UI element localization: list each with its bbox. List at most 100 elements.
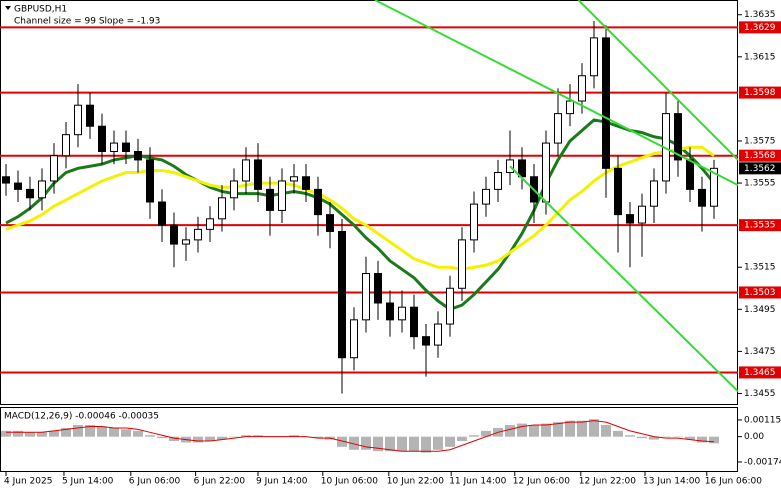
macd-bar: [97, 426, 107, 437]
level-label: 1.3535: [744, 221, 776, 231]
candle-body: [74, 104, 82, 136]
macd-y-tick-label: 0.00: [744, 432, 764, 442]
macd-frame: [0, 407, 738, 472]
candle-body: [206, 218, 214, 230]
macd-bar: [253, 435, 263, 437]
x-tick-label: 13 Jun 14:00: [643, 477, 700, 487]
macd-bar: [373, 436, 383, 452]
last-price-label: 1.3562: [744, 164, 776, 174]
y-tick-label: 1.3635: [744, 10, 776, 20]
macd-bar: [445, 436, 455, 447]
y-tick-label: 1.3615: [744, 52, 776, 62]
macd-bar: [133, 430, 143, 437]
level-label: 1.3503: [744, 288, 776, 298]
macd-bar: [337, 436, 347, 447]
candle-body: [242, 159, 250, 182]
level-label-box: [739, 366, 781, 379]
macd-bar: [193, 436, 203, 443]
candle-body: [230, 180, 238, 199]
candle-body: [566, 100, 574, 115]
candle-body: [494, 172, 502, 190]
macd-bar: [409, 436, 419, 452]
macd-bar: [517, 423, 527, 437]
y-tick-label: 1.3515: [744, 263, 776, 273]
candle-body: [650, 180, 658, 207]
macd-bar: [61, 427, 71, 437]
candle-body: [182, 239, 190, 245]
candle-body: [170, 224, 178, 245]
macd-y-tick-label: 0.00115: [744, 415, 781, 425]
candle-body: [398, 306, 406, 321]
level-label: 1.3629: [744, 23, 776, 33]
macd-bar: [505, 425, 515, 437]
candle-body: [518, 159, 526, 178]
y-tick-label: 1.3495: [744, 305, 776, 315]
last-price-box: [739, 162, 781, 175]
macd-bar: [25, 432, 35, 437]
candle-body: [434, 323, 442, 346]
macd-bar: [85, 425, 95, 437]
candle-body: [110, 142, 118, 152]
macd-bar: [541, 423, 551, 437]
x-tick-label: 16 Jun 06:00: [705, 477, 762, 487]
candle-body: [38, 180, 46, 199]
candle-body: [2, 176, 10, 184]
level-label: 1.3465: [744, 368, 776, 378]
candle-body: [638, 205, 646, 224]
x-tick-label: 11 Jun 14:00: [449, 477, 506, 487]
candle-body: [698, 188, 706, 207]
candle-body: [86, 104, 94, 127]
macd-bar: [157, 436, 167, 439]
candle-body: [578, 75, 586, 102]
macd-bar: [241, 435, 251, 437]
candle-body: [14, 182, 22, 190]
macd-bar: [1, 430, 11, 437]
candle-body: [314, 188, 322, 216]
plot: [0, 0, 738, 394]
macd-bar: [457, 436, 467, 442]
candle-body: [626, 214, 634, 224]
x-tick-label: 6 Jun 06:00: [129, 477, 181, 487]
macd-bar: [589, 419, 599, 437]
macd-bar: [637, 436, 647, 439]
macd-bar: [433, 436, 443, 450]
chart-title: GBPUSD,H1: [14, 5, 67, 15]
macd-bar: [613, 430, 623, 437]
level-label-box: [739, 286, 781, 299]
macd-bar: [421, 436, 431, 453]
macd-bar: [601, 425, 611, 437]
level-label: 1.3568: [744, 151, 776, 161]
candle-body: [218, 197, 226, 220]
candle-body: [614, 167, 622, 216]
candle-body: [674, 113, 682, 161]
macd-bar: [385, 436, 395, 452]
macd-bar: [709, 436, 719, 444]
level-label-box: [739, 86, 781, 99]
macd-bar: [565, 420, 575, 437]
macd-bar: [481, 430, 491, 437]
candle-body: [122, 142, 130, 152]
x-tick-label: 12 Jun 06:00: [513, 477, 570, 487]
macd-bar: [577, 420, 587, 437]
level-label-box: [739, 219, 781, 232]
macd-bar: [73, 425, 83, 437]
candle-body: [266, 188, 274, 211]
level-label: 1.3598: [744, 88, 776, 98]
macd-bar: [49, 430, 59, 437]
x-tick-label: 6 Jun 22:00: [194, 477, 246, 487]
macd-bar: [697, 436, 707, 443]
macd-bar: [121, 429, 131, 437]
candle-body: [710, 167, 718, 207]
candle-body: [602, 37, 610, 169]
candle-body: [50, 155, 58, 182]
macd-bar: [469, 435, 479, 437]
macd-bar: [169, 436, 179, 442]
x-tick-label: 5 Jun 14:00: [62, 477, 114, 487]
channel-line: [577, 0, 738, 161]
x-tick-label: 4 Jun 2025: [4, 477, 52, 487]
y-tick-label: 1.3475: [744, 347, 776, 357]
macd-bar: [145, 435, 155, 437]
candle-body: [134, 151, 142, 161]
main-frame: [0, 0, 738, 405]
